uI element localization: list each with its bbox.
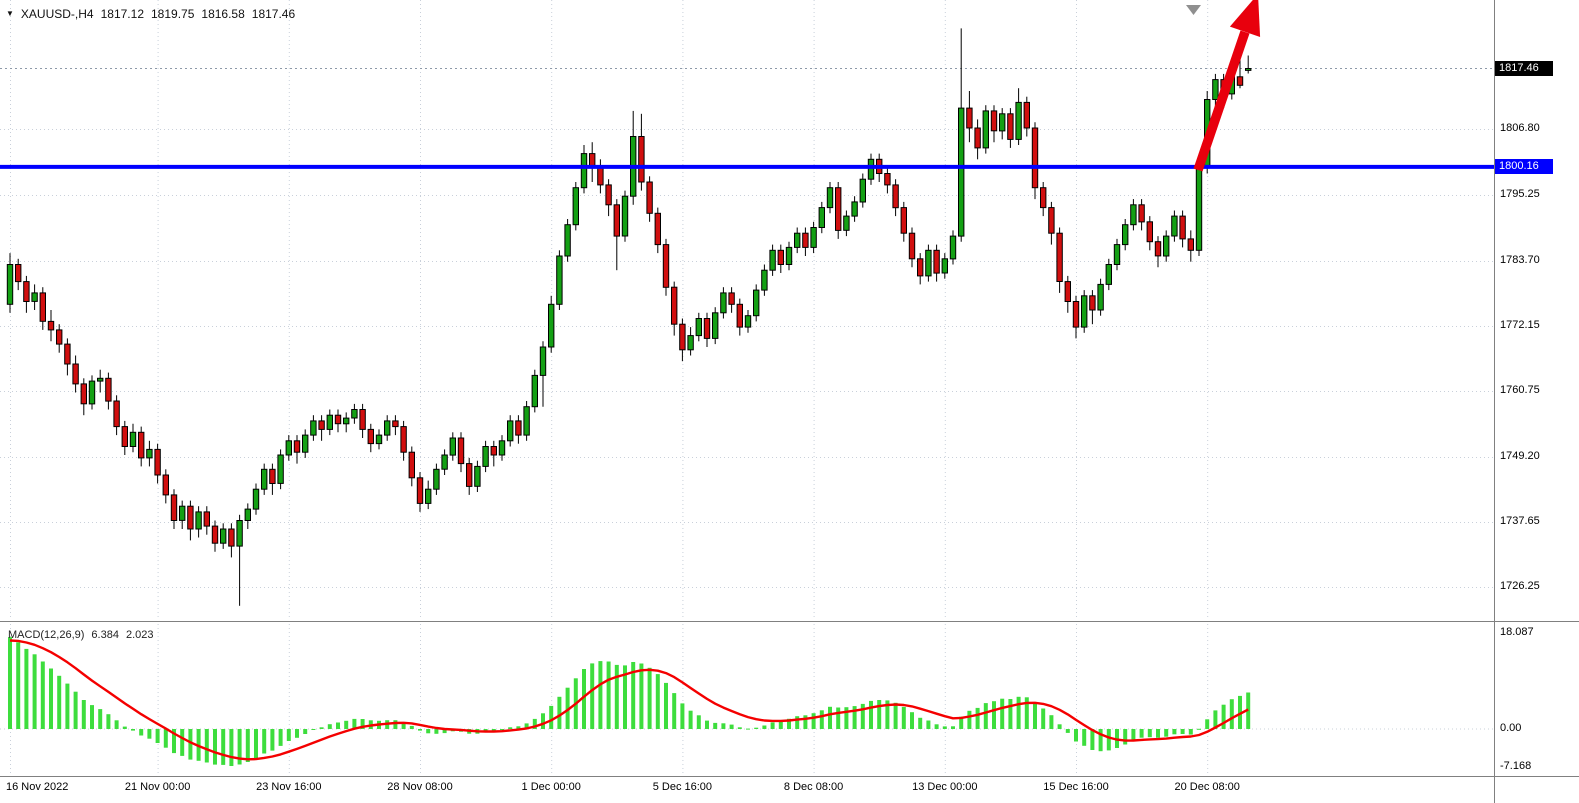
trend-arrow-object[interactable] [1193,0,1261,172]
time-tick-label: 20 Dec 08:00 [1174,781,1240,793]
time-tick-label: 15 Dec 16:00 [1043,781,1109,793]
time-tick-label: 13 Dec 00:00 [912,781,978,793]
price-tick-label: 1783.70 [1500,253,1540,266]
gray-marker-icon [1186,5,1201,15]
macd-tick-label: 0.00 [1500,722,1522,734]
time-tick-label: 16 Nov 2022 [6,781,69,793]
quote-close: 1817.46 [251,7,296,21]
symbol-period-label: XAUUSD-,H4 [20,7,94,21]
time-tick-label: 5 Dec 16:00 [652,781,713,793]
price-tick-label: 1726.25 [1500,580,1540,593]
price-tick-label: 1749.20 [1500,449,1540,462]
time-tick-label: 23 Nov 16:00 [256,781,322,793]
macd-tick-label: 18.087 [1500,625,1534,638]
quote-high: 1819.75 [151,7,195,21]
price-tick-label: 1737.65 [1500,515,1540,528]
price-tick-label: 1806.80 [1500,122,1540,135]
macd-histogram [8,637,1251,766]
indicator-macd-value: 6.384 [91,629,119,641]
price-tick-label: 1760.75 [1500,384,1540,397]
hline-price-tag: 1800.16 [1495,159,1553,175]
indicator-signal-value: 2.023 [125,629,154,641]
candlesticks [6,28,1252,606]
macd-tick-label: -7.168 [1500,760,1532,773]
macd-signal-line [9,639,1249,761]
current-price-tag: 1817.46 [1495,60,1553,76]
time-tick-label: 21 Nov 00:00 [124,781,191,793]
time-tick-label: 28 Nov 08:00 [387,781,453,793]
indicator-name: MACD(12,26,9) [8,629,85,641]
quote-low: 1816.58 [201,7,245,21]
time-tick-label: 1 Dec 00:00 [521,781,581,793]
quote-open: 1817.12 [100,7,144,21]
symbol-dropdown-icon[interactable]: ▼ [6,9,14,18]
time-tick-label: 8 Dec 08:00 [783,781,844,793]
quote-bar: ▼ XAUUSD-,H4 1817.12 1819.75 1816.58 181… [6,7,295,21]
indicator-label: MACD(12,26,9) 6.384 2.023 [8,629,153,641]
price-tick-label: 1772.15 [1500,319,1540,332]
price-tick-label: 1795.25 [1500,187,1540,200]
